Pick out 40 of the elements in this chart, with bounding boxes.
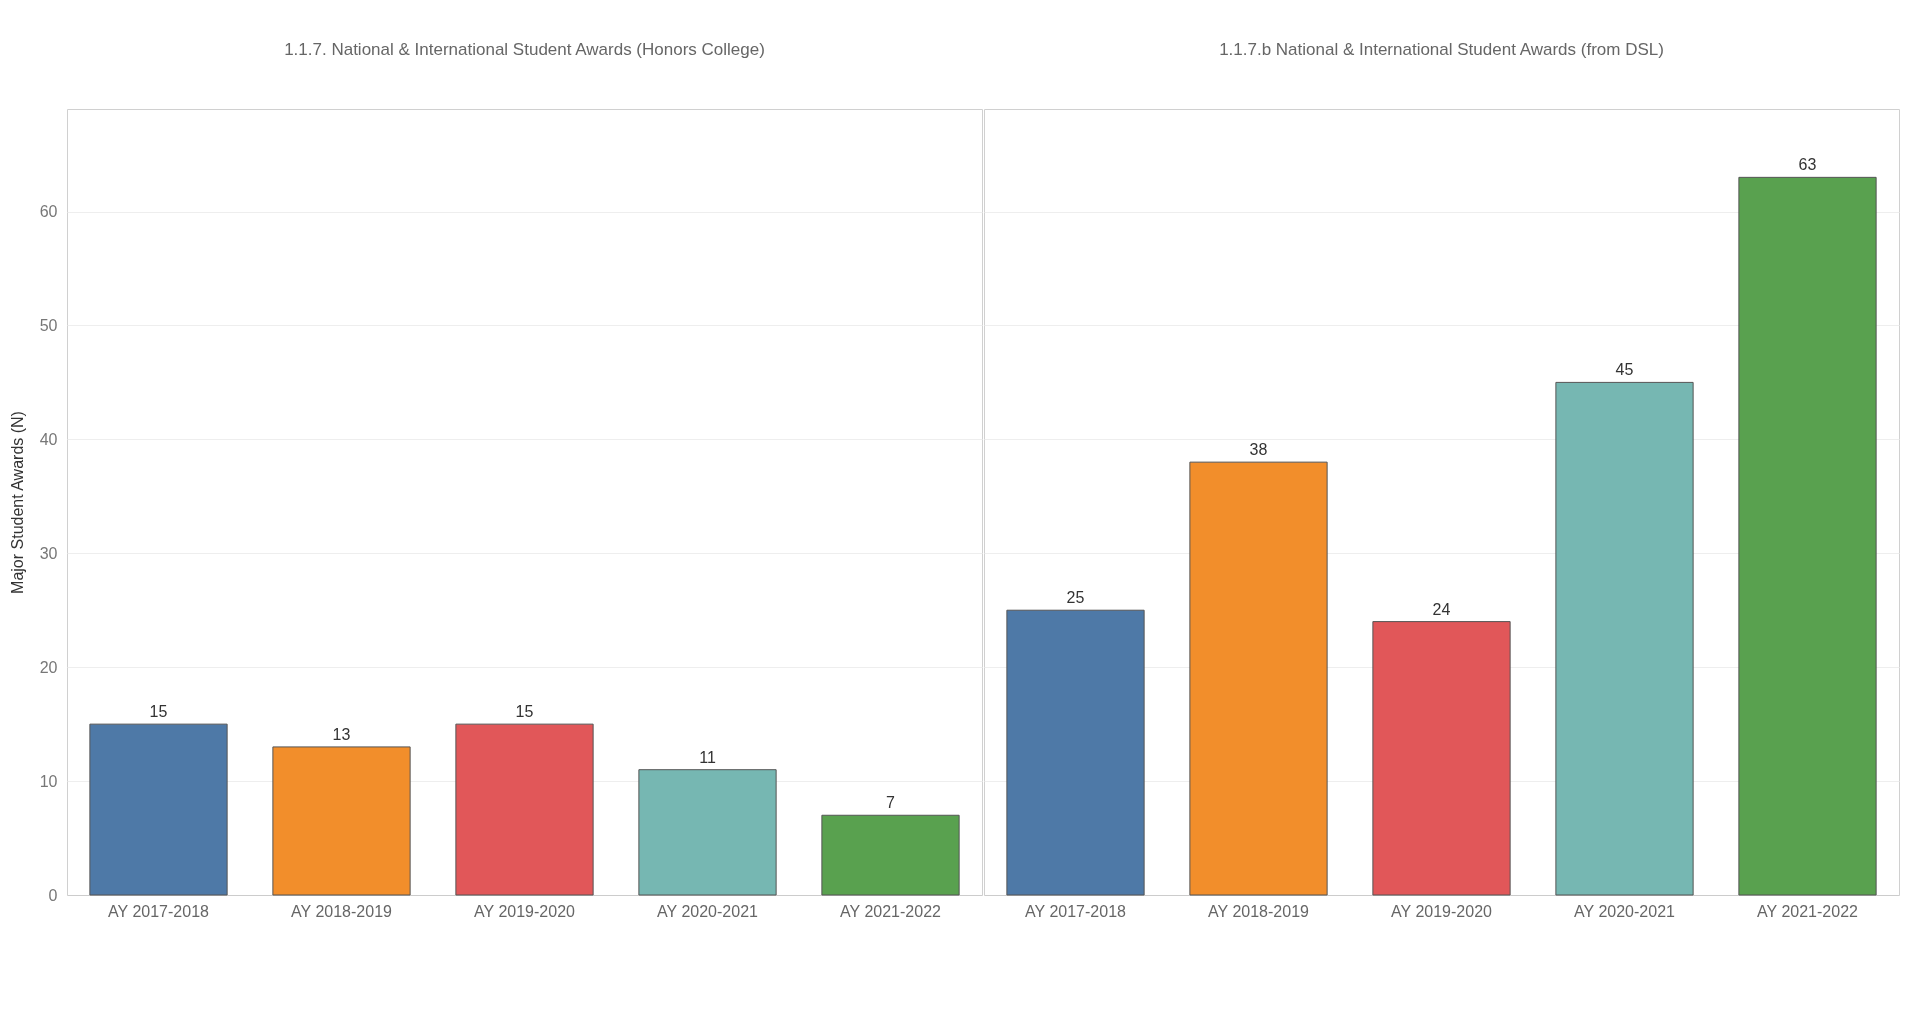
data-label: 15 bbox=[149, 703, 168, 721]
x-tick-label: AY 2019-2020 bbox=[1391, 902, 1493, 920]
x-tick-label: AY 2018-2019 bbox=[1208, 902, 1310, 920]
data-label: 7 bbox=[886, 794, 896, 812]
x-tick-label: AY 2018-2019 bbox=[291, 902, 393, 920]
bar bbox=[89, 723, 228, 896]
y-tick-label: 50 bbox=[39, 316, 58, 334]
chart-title: 1.1.7.b National & International Student Awards (from DSL) bbox=[1219, 40, 1664, 59]
y-tick-label: 40 bbox=[39, 430, 58, 448]
x-tick-label: AY 2021-2022 bbox=[1757, 902, 1859, 920]
x-tick-label: AY 2020-2021 bbox=[657, 902, 759, 920]
data-label: 24 bbox=[1432, 600, 1451, 618]
bar bbox=[1372, 621, 1511, 896]
x-tick-label: AY 2017-2018 bbox=[1025, 902, 1127, 920]
data-label: 11 bbox=[699, 748, 716, 766]
bar bbox=[455, 723, 594, 896]
y-axis-title: Major Student Awards (N) bbox=[8, 411, 26, 594]
bar bbox=[821, 814, 960, 896]
x-tick-label: AY 2020-2021 bbox=[1574, 902, 1676, 920]
data-label: 63 bbox=[1798, 156, 1817, 174]
x-tick-label: AY 2017-2018 bbox=[108, 902, 210, 920]
data-label: 15 bbox=[515, 703, 534, 721]
y-tick-label: 60 bbox=[39, 203, 58, 221]
data-label: 45 bbox=[1615, 361, 1634, 379]
bar bbox=[1189, 461, 1328, 896]
bar bbox=[1738, 176, 1877, 896]
data-label: 13 bbox=[332, 725, 351, 743]
bar bbox=[1006, 609, 1145, 896]
data-label: 25 bbox=[1066, 589, 1085, 607]
y-tick-label: 0 bbox=[48, 886, 58, 904]
x-tick-label: AY 2021-2022 bbox=[840, 902, 942, 920]
data-label: 38 bbox=[1249, 441, 1268, 459]
bar bbox=[1555, 381, 1694, 896]
chart-title: 1.1.7. National & International Student Awards (Honors College) bbox=[284, 40, 765, 59]
y-tick-label: 20 bbox=[39, 658, 58, 676]
bar bbox=[272, 746, 411, 896]
x-tick-label: AY 2019-2020 bbox=[474, 902, 576, 920]
y-tick-label: 30 bbox=[39, 544, 58, 562]
y-tick-label: 10 bbox=[39, 772, 58, 790]
bar bbox=[638, 769, 777, 896]
